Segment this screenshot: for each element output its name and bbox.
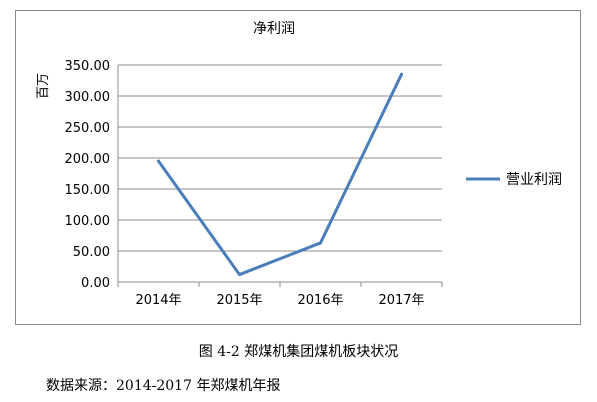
y-tick-label: 150.00	[65, 183, 111, 198]
chart-frame	[15, 10, 581, 325]
x-tick-label: 2016年	[297, 293, 343, 308]
legend-label: 营业利润	[506, 172, 562, 188]
x-tick-label: 2014年	[135, 293, 181, 308]
data-point	[400, 72, 403, 76]
data-source-note: 数据来源：2014-2017 年郑煤机年报	[46, 378, 281, 394]
y-tick-label: 350.00	[65, 59, 111, 74]
x-tick-label: 2017年	[378, 293, 424, 308]
line-chart: 净利润 百万 0.00 50.00 100.00 150.00 200.00 250.00…	[36, 21, 562, 308]
y-tick-label: 0.00	[81, 276, 110, 291]
y-tick-label: 300.00	[65, 90, 111, 105]
figure-caption: 图 4-2 郑煤机集团煤机板块状况	[198, 344, 399, 360]
y-tick-label: 50.00	[73, 245, 110, 260]
axes	[117, 65, 443, 287]
chart-title: 净利润	[253, 21, 295, 37]
y-tick-labels: 0.00 50.00 100.00 150.00 200.00 250.00 300.00 3…	[65, 59, 111, 291]
y-axis-label: 百万	[36, 73, 51, 99]
series-line	[157, 72, 403, 277]
data-point	[157, 159, 160, 163]
grid-lines	[118, 64, 442, 252]
x-tick-labels: 2014年 2015年 2016年 2017年	[135, 293, 424, 308]
x-tick-label: 2015年	[216, 293, 262, 308]
data-point	[319, 241, 322, 245]
y-tick-label: 250.00	[65, 121, 111, 136]
legend: 营业利润	[466, 172, 562, 188]
y-tick-label: 100.00	[65, 214, 111, 229]
series-layer	[157, 72, 403, 277]
y-tick-label: 200.00	[65, 152, 111, 167]
data-point	[238, 273, 241, 277]
